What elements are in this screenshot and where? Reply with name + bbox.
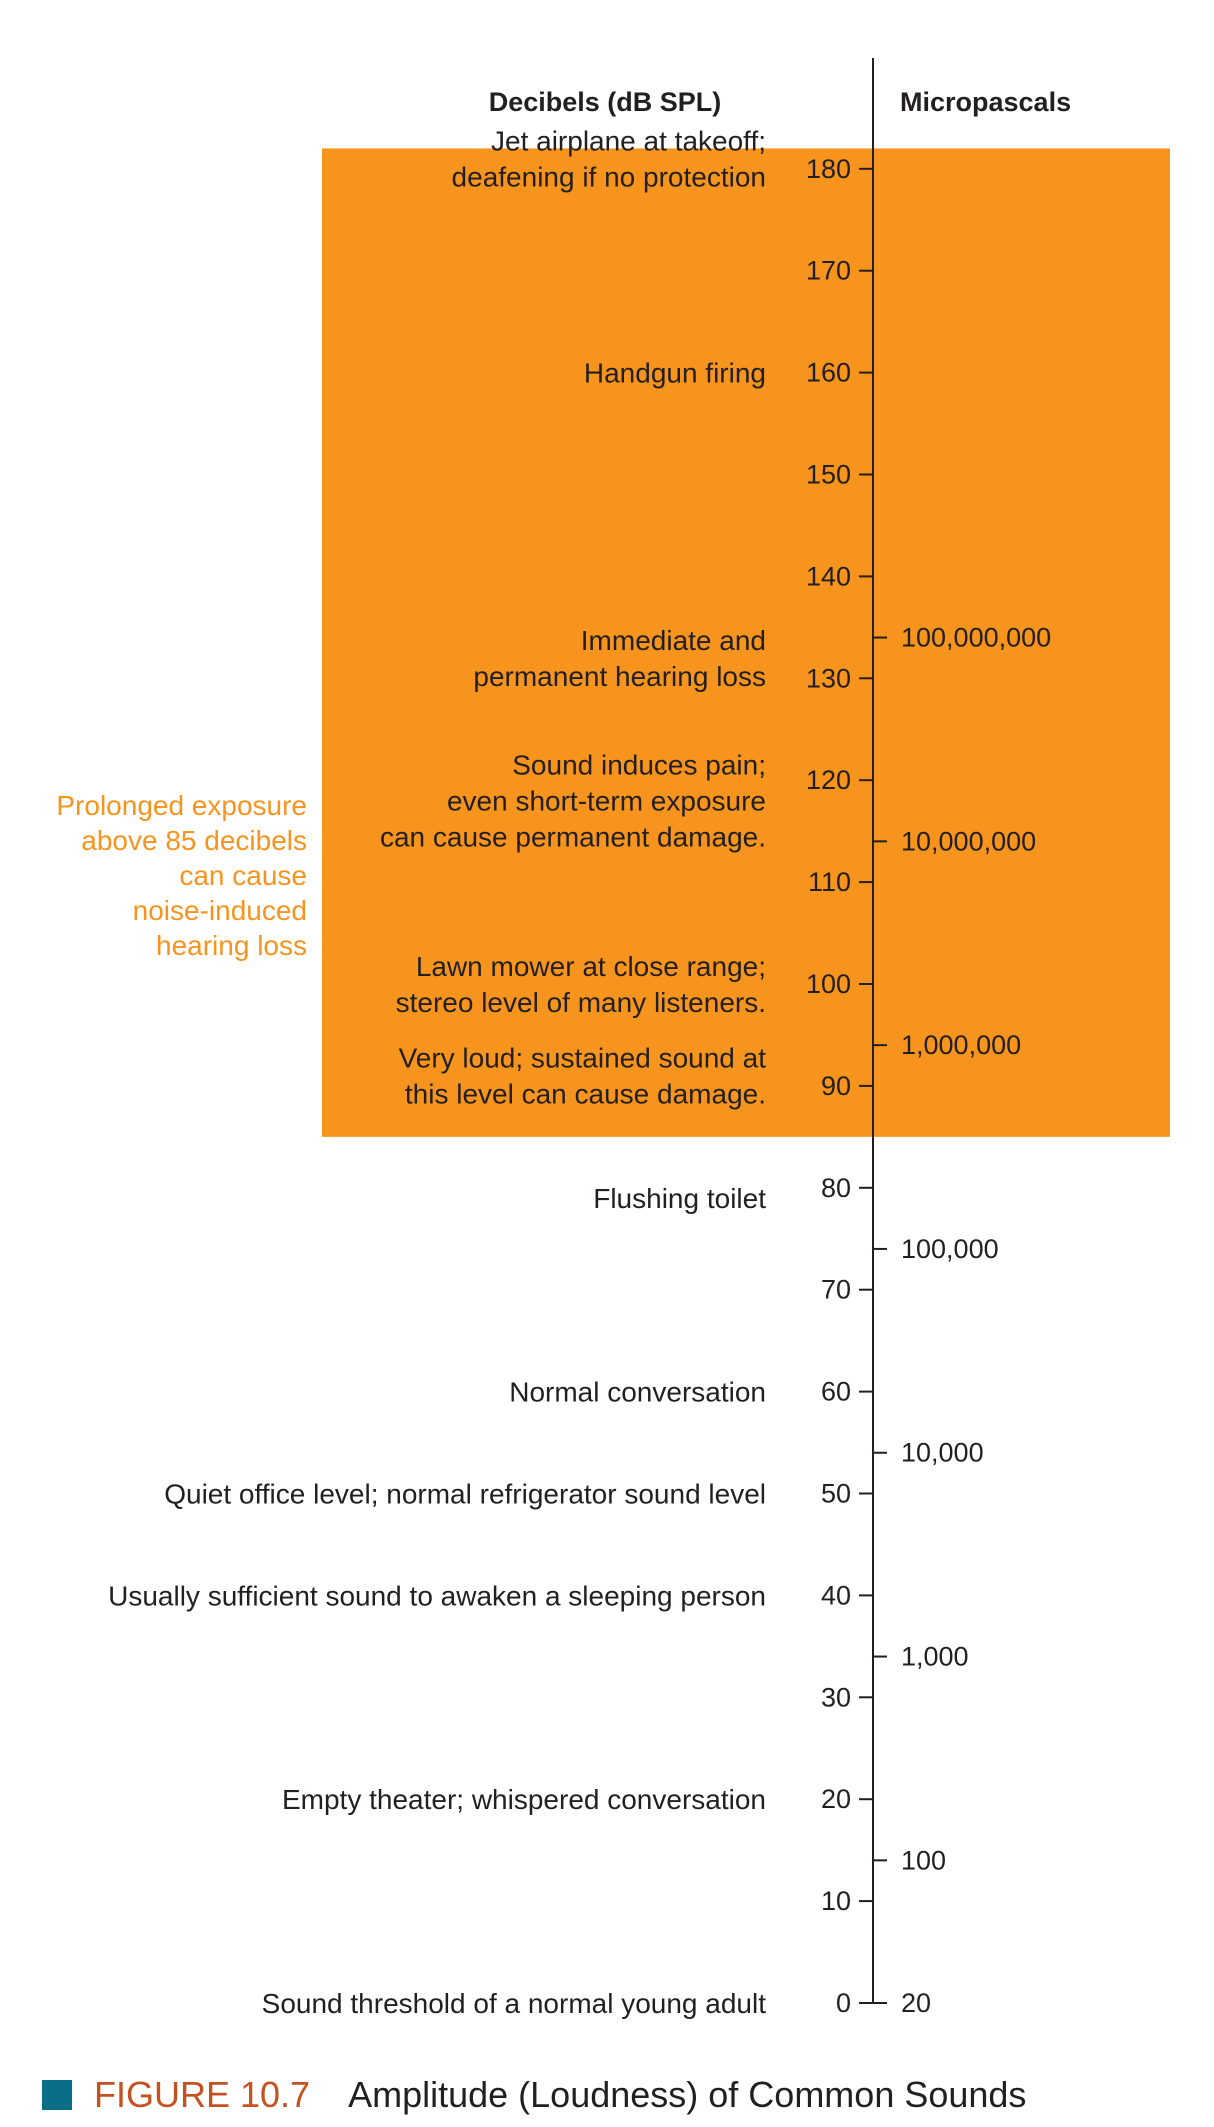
annotation-text: Immediate and xyxy=(581,625,766,656)
figure-number: FIGURE 10.7 xyxy=(94,2074,311,2115)
side-note-line: hearing loss xyxy=(156,930,307,961)
annotation-text: Sound threshold of a normal young adult xyxy=(262,1988,767,2019)
left-tick-label: 50 xyxy=(821,1479,851,1509)
right-tick-label: 100,000 xyxy=(901,1234,999,1264)
left-tick-label: 10 xyxy=(821,1886,851,1916)
right-tick-label: 1,000,000 xyxy=(901,1030,1021,1060)
right-tick-label: 100 xyxy=(901,1845,946,1875)
right-tick-label: 100,000,000 xyxy=(901,623,1051,653)
annotation-text: Flushing toilet xyxy=(593,1183,766,1214)
annotation-text: Normal conversation xyxy=(509,1377,766,1408)
right-tick-label: 10,000 xyxy=(901,1438,984,1468)
annotation-text: this level can cause damage. xyxy=(405,1079,766,1110)
left-tick-label: 60 xyxy=(821,1377,851,1407)
annotation-text: Jet airplane at takeoff; xyxy=(491,126,766,157)
left-tick-label: 100 xyxy=(806,969,851,999)
annotation-text: stereo level of many listeners. xyxy=(396,987,766,1018)
left-tick-label: 180 xyxy=(806,154,851,184)
right-axis-label: Micropascals xyxy=(900,87,1071,117)
annotation-text: Lawn mower at close range; xyxy=(416,951,766,982)
annotation-text: even short-term exposure xyxy=(447,786,766,817)
left-tick-label: 160 xyxy=(806,358,851,388)
side-note-line: can cause xyxy=(179,860,307,891)
left-tick-label: 80 xyxy=(821,1173,851,1203)
annotation-text: permanent hearing loss xyxy=(473,661,766,692)
right-tick-label: 10,000,000 xyxy=(901,826,1036,856)
annotations: Jet airplane at takeoff; deafening if no … xyxy=(108,126,766,2019)
figure-caption: FIGURE 10.7 Amplitude (Loudness) of Comm… xyxy=(42,2070,1026,2120)
left-tick-label: 170 xyxy=(806,256,851,286)
annotation-text: Usually sufficient sound to awaken a sle… xyxy=(108,1580,766,1611)
annotation-text: Empty theater; whispered conversation xyxy=(282,1784,766,1815)
left-tick-label: 30 xyxy=(821,1682,851,1712)
left-tick-label: 150 xyxy=(806,460,851,490)
damage-zone-band xyxy=(322,148,1170,1137)
annotation-text: Very loud; sustained sound at xyxy=(399,1043,767,1074)
left-tick-label: 120 xyxy=(806,765,851,795)
annotation-text: Handgun firing xyxy=(584,358,766,389)
side-note: Prolonged exposure above 85 decibels can c… xyxy=(56,790,307,961)
decibel-scale-chart: Prolonged exposure above 85 decibels can c… xyxy=(56,58,1170,2019)
annotation-text: Quiet office level; normal refrigerator … xyxy=(164,1479,766,1510)
right-axis-ticks: 20 100 1,000 10,000 100,000 1,000,000 10,000,0… xyxy=(873,623,1051,2018)
annotation-text: can cause permanent damage. xyxy=(380,822,766,853)
left-axis-ticks: 0 10 20 30 40 50 60 70 80 90 100 110 120 130 140 150 160… xyxy=(806,154,873,2018)
figure-title: Amplitude (Loudness) of Common Sounds xyxy=(348,2074,1027,2115)
annotation-text: deafening if no protection xyxy=(452,162,766,193)
left-axis-label: Decibels (dB SPL) xyxy=(489,87,722,117)
left-tick-label: 140 xyxy=(806,561,851,591)
side-note-line: noise-induced xyxy=(133,895,307,926)
annotation-text: Sound induces pain; xyxy=(512,750,766,781)
figure-square-icon xyxy=(42,2080,72,2110)
left-tick-label: 0 xyxy=(836,1988,851,2018)
left-tick-label: 110 xyxy=(808,867,851,897)
left-tick-label: 40 xyxy=(821,1580,851,1610)
side-note-line: Prolonged exposure xyxy=(56,790,307,821)
right-tick-label: 20 xyxy=(901,1988,931,2018)
left-tick-label: 70 xyxy=(821,1275,851,1305)
left-tick-label: 90 xyxy=(821,1071,851,1101)
right-tick-label: 1,000 xyxy=(901,1642,969,1672)
left-tick-label: 20 xyxy=(821,1784,851,1814)
left-tick-label: 130 xyxy=(806,663,851,693)
side-note-line: above 85 decibels xyxy=(81,825,307,856)
